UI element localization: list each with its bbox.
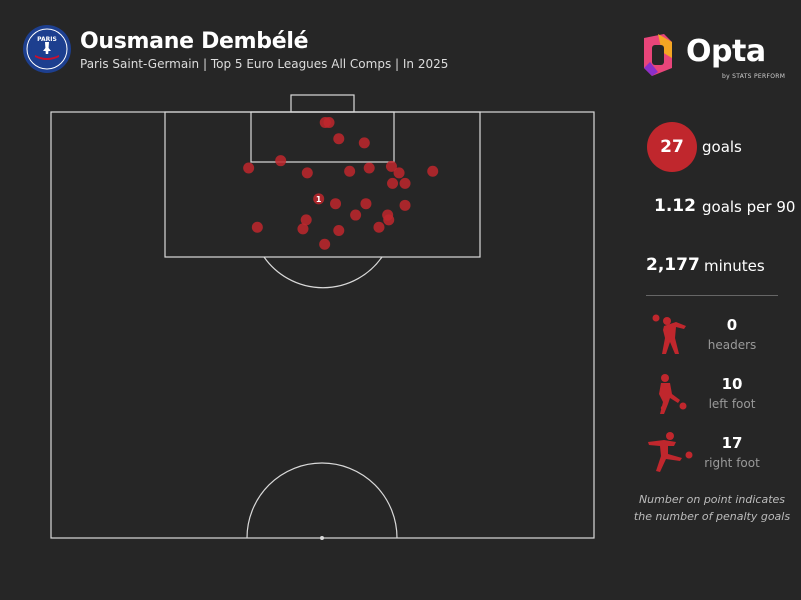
goals-circle: 27 xyxy=(647,122,697,172)
shot-point xyxy=(383,214,395,226)
goals-per-90-value: 1.12 xyxy=(654,196,696,216)
shot-point xyxy=(333,224,345,236)
shot-point xyxy=(399,177,411,189)
opta-wordmark: Opta xyxy=(686,34,766,69)
centre-circle-half xyxy=(246,462,398,539)
shot-point xyxy=(323,117,335,129)
shot-point xyxy=(387,177,399,189)
shot-point xyxy=(300,214,312,226)
goals-per-90-label: goals per 90 xyxy=(702,198,796,216)
footnote-line-1: Number on point indicates xyxy=(638,493,786,506)
penalty-box xyxy=(164,111,481,258)
shot-point xyxy=(319,238,331,250)
shot-point xyxy=(333,133,345,145)
right-foot-icon xyxy=(648,432,693,472)
goal-frame xyxy=(290,94,355,113)
headers-value: 0 xyxy=(726,316,738,334)
goals-label: goals xyxy=(702,138,742,156)
minutes-label: minutes xyxy=(704,257,765,275)
shot-point xyxy=(350,209,362,221)
shot-point xyxy=(385,160,397,172)
header-icon xyxy=(652,314,686,354)
headers-label: headers xyxy=(707,338,757,352)
shot-point xyxy=(313,193,325,205)
opta-byline: by STATS PERFORM xyxy=(722,73,786,80)
shot-point xyxy=(301,167,313,179)
pitch-outline xyxy=(50,111,595,539)
shot-point xyxy=(363,162,375,174)
shots-layer: 1 xyxy=(243,117,439,250)
shot-point xyxy=(360,198,372,210)
shot-point xyxy=(275,155,287,167)
left-foot-value: 10 xyxy=(721,375,743,393)
shot-point xyxy=(358,137,370,149)
left-foot-icon xyxy=(659,374,687,414)
shot-point xyxy=(399,199,411,211)
player-name: Ousmane Dembélé xyxy=(80,29,309,54)
right-foot-value: 17 xyxy=(721,434,743,452)
penalty-count-label: 1 xyxy=(316,195,322,204)
stats-divider xyxy=(646,295,778,296)
shot-point xyxy=(330,198,342,210)
footnote-line-2: the number of penalty goals xyxy=(633,510,791,523)
opta-mark-icon xyxy=(644,34,672,76)
shot-point xyxy=(427,165,439,177)
pitch-lines xyxy=(50,94,595,539)
shot-point xyxy=(297,223,309,235)
penalty-arc xyxy=(263,256,383,289)
subtitle: Paris Saint-Germain | Top 5 Euro Leagues… xyxy=(80,57,449,71)
shot-point xyxy=(251,221,263,233)
left-foot-label: left foot xyxy=(708,397,756,411)
shot-point xyxy=(344,165,356,177)
right-foot-label: right foot xyxy=(704,456,760,470)
footnote: Number on point indicates the number of … xyxy=(628,491,796,525)
shot-point xyxy=(393,167,405,179)
shot-point xyxy=(373,221,385,233)
centre-spot xyxy=(320,536,324,540)
shot-point xyxy=(243,162,255,174)
minutes-value: 2,177 xyxy=(646,255,700,275)
psg-crest-icon: PARIS xyxy=(23,25,71,73)
opta-logo: Opta by STATS PERFORM xyxy=(638,32,785,80)
svg-text:PARIS: PARIS xyxy=(37,36,57,43)
